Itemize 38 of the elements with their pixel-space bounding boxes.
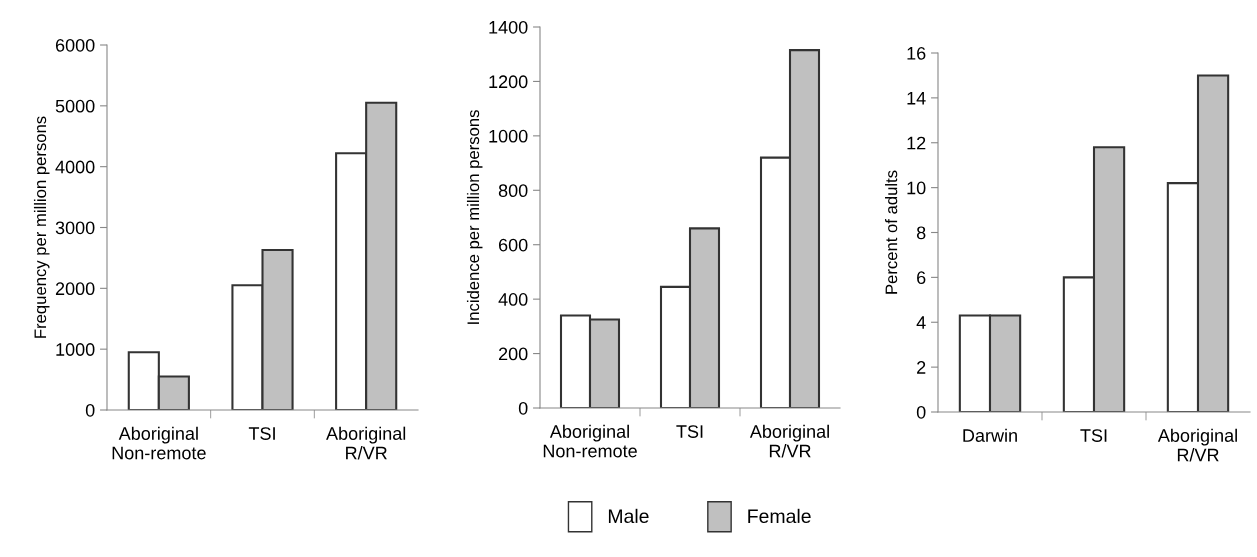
y-tick-label: 1000 [56, 343, 95, 356]
legend-label: Female [748, 508, 811, 524]
x-tick-label: Aboriginal R/VR [326, 426, 406, 460]
x-tick-label: TSI [1080, 429, 1107, 442]
x-tick-label: Darwin [963, 428, 1017, 442]
y-tick-label: 200 [498, 347, 528, 361]
y-tick-label: 10 [907, 181, 926, 195]
y-tick-label: 0 [85, 403, 95, 417]
y-tick-label: 600 [498, 238, 528, 252]
y-tick-label: 0 [916, 405, 926, 419]
x-tick-label: TSI [248, 427, 275, 440]
y-tick-label: 4 [916, 316, 926, 329]
y-tick-label: 4000 [55, 160, 95, 174]
y-tick-label: 800 [498, 184, 528, 198]
y-tick-label: 3000 [55, 221, 95, 235]
x-tick-label: Aboriginal Non-remote [112, 426, 206, 460]
y-tick-label: 2000 [55, 282, 95, 296]
y-tick-label: 0 [518, 401, 528, 415]
x-tick-label: Aboriginal Non-remote [543, 424, 637, 458]
y-tick-label: 400 [498, 293, 528, 306]
y-tick-label: 1200 [489, 75, 528, 89]
y-tick-label: 5000 [55, 99, 95, 113]
y-tick-label: 1400 [489, 20, 528, 34]
y-axis-title: Incidence per million persons [466, 110, 483, 324]
y-tick-label: 12 [907, 136, 926, 150]
y-tick-label: 8 [916, 226, 926, 240]
y-axis-title: Frequency per million persons [33, 116, 50, 338]
legend-label: Male [608, 508, 649, 524]
y-axis-title: Percent of adults [885, 170, 898, 294]
y-tick-label: 6 [917, 271, 926, 285]
y-tick-label: 14 [907, 92, 926, 105]
y-tick-label: 2 [917, 361, 926, 374]
y-tick-label: 6000 [55, 38, 95, 52]
y-tick-label: 16 [907, 46, 926, 60]
y-tick-label: 1000 [489, 129, 528, 143]
x-tick-label: Aboriginal R/VR [1157, 428, 1237, 462]
x-tick-label: Aboriginal R/VR [749, 424, 829, 458]
x-tick-label: TSI [676, 425, 703, 438]
